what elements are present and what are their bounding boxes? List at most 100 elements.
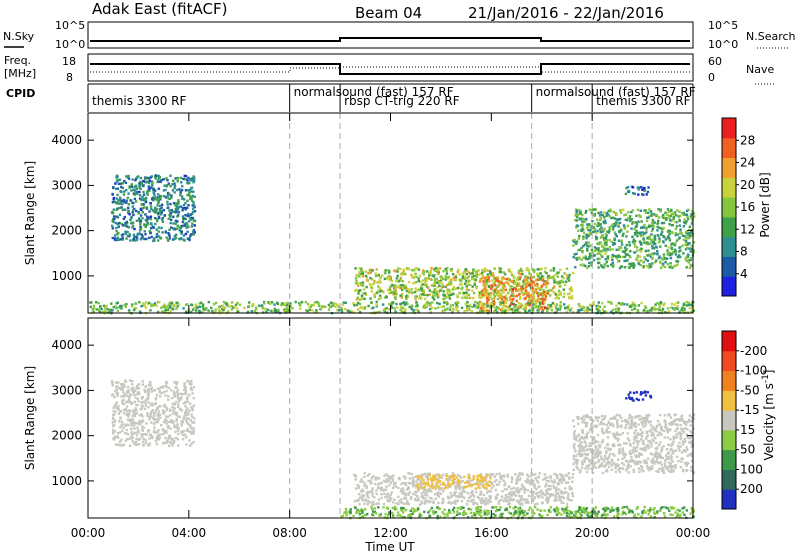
data-cell [621, 420, 623, 422]
data-cell [372, 283, 374, 285]
data-cell [98, 308, 100, 310]
data-cell [582, 223, 584, 225]
data-cell [424, 298, 426, 300]
data-cell [406, 500, 408, 502]
data-cell [536, 283, 538, 285]
data-cell [489, 498, 491, 500]
data-cell [578, 434, 580, 436]
data-cell [500, 289, 502, 291]
data-cell [123, 395, 125, 397]
data-cell [639, 215, 641, 217]
data-cell [383, 475, 385, 477]
data-cell [582, 238, 584, 240]
data-cell [165, 381, 167, 383]
data-cell [192, 309, 194, 311]
data-cell [601, 415, 603, 417]
data-cell [423, 273, 425, 275]
data-cell [594, 223, 596, 225]
data-cell [128, 210, 130, 212]
data-cell [453, 277, 455, 279]
data-cell [168, 218, 170, 220]
data-cell [148, 416, 150, 418]
nave-trace [90, 67, 690, 72]
data-cell [597, 212, 599, 214]
data-cell [387, 289, 389, 291]
data-cell [561, 482, 563, 484]
data-cell [550, 277, 552, 279]
data-cell [158, 181, 160, 183]
data-cell [172, 308, 174, 310]
data-cell [415, 480, 417, 482]
data-cell [397, 487, 399, 489]
data-cell [116, 209, 118, 211]
data-cell [174, 412, 176, 414]
data-cell [531, 495, 533, 497]
data-cell [149, 232, 151, 234]
data-cell [570, 288, 572, 290]
data-cell [143, 194, 145, 196]
data-cell [164, 214, 166, 216]
data-cell [484, 286, 486, 288]
data-cell [535, 288, 537, 290]
data-cell [134, 401, 136, 403]
data-cell [148, 190, 150, 192]
data-cell [616, 214, 618, 216]
data-cell [656, 229, 658, 231]
data-cell [370, 482, 372, 484]
data-cell [193, 397, 195, 399]
data-cell [422, 290, 424, 292]
data-cell [521, 273, 523, 275]
data-cell [189, 235, 191, 237]
data-cell [547, 292, 549, 294]
data-cell [643, 256, 645, 258]
data-cell [603, 423, 605, 425]
y-tick-label: 2000 [51, 224, 82, 238]
data-cell [488, 280, 490, 282]
data-cell [680, 309, 682, 311]
data-cell [156, 228, 158, 230]
data-cell [158, 226, 160, 228]
data-cell [370, 301, 372, 303]
data-cell [186, 200, 188, 202]
data-cell [533, 294, 535, 296]
data-cell [314, 301, 316, 303]
data-cell [168, 209, 170, 211]
data-cell [396, 277, 398, 279]
data-cell [131, 178, 133, 180]
data-cell [170, 310, 172, 312]
data-cell [123, 412, 125, 414]
data-cell [118, 413, 120, 415]
nsearch-tick-top: 10^5 [708, 19, 738, 32]
data-cell [391, 284, 393, 286]
data-cell [661, 230, 663, 232]
data-cell [127, 386, 129, 388]
data-cell [560, 301, 562, 303]
data-cell [442, 490, 444, 492]
data-cell [414, 273, 416, 275]
data-cell [467, 308, 469, 310]
data-cell [129, 199, 131, 201]
data-cell [645, 227, 647, 229]
data-cell [186, 182, 188, 184]
data-cell [563, 293, 565, 295]
data-cell [145, 306, 147, 308]
data-cell [179, 194, 181, 196]
data-cell [182, 438, 184, 440]
data-cell [571, 476, 573, 478]
data-cell [365, 270, 367, 272]
data-cell [519, 503, 521, 505]
data-cell [142, 185, 144, 187]
data-cell [429, 488, 431, 490]
data-cell [492, 485, 494, 487]
data-cell [148, 185, 150, 187]
data-cell [457, 479, 459, 481]
data-cell [516, 300, 518, 302]
data-cell [362, 307, 364, 309]
data-cell [478, 301, 480, 303]
data-cell [186, 223, 188, 225]
data-cell [674, 242, 676, 244]
y-tick-label: 4000 [51, 133, 82, 147]
data-cell [526, 498, 528, 500]
data-cell [136, 422, 138, 424]
data-cell [133, 394, 135, 396]
